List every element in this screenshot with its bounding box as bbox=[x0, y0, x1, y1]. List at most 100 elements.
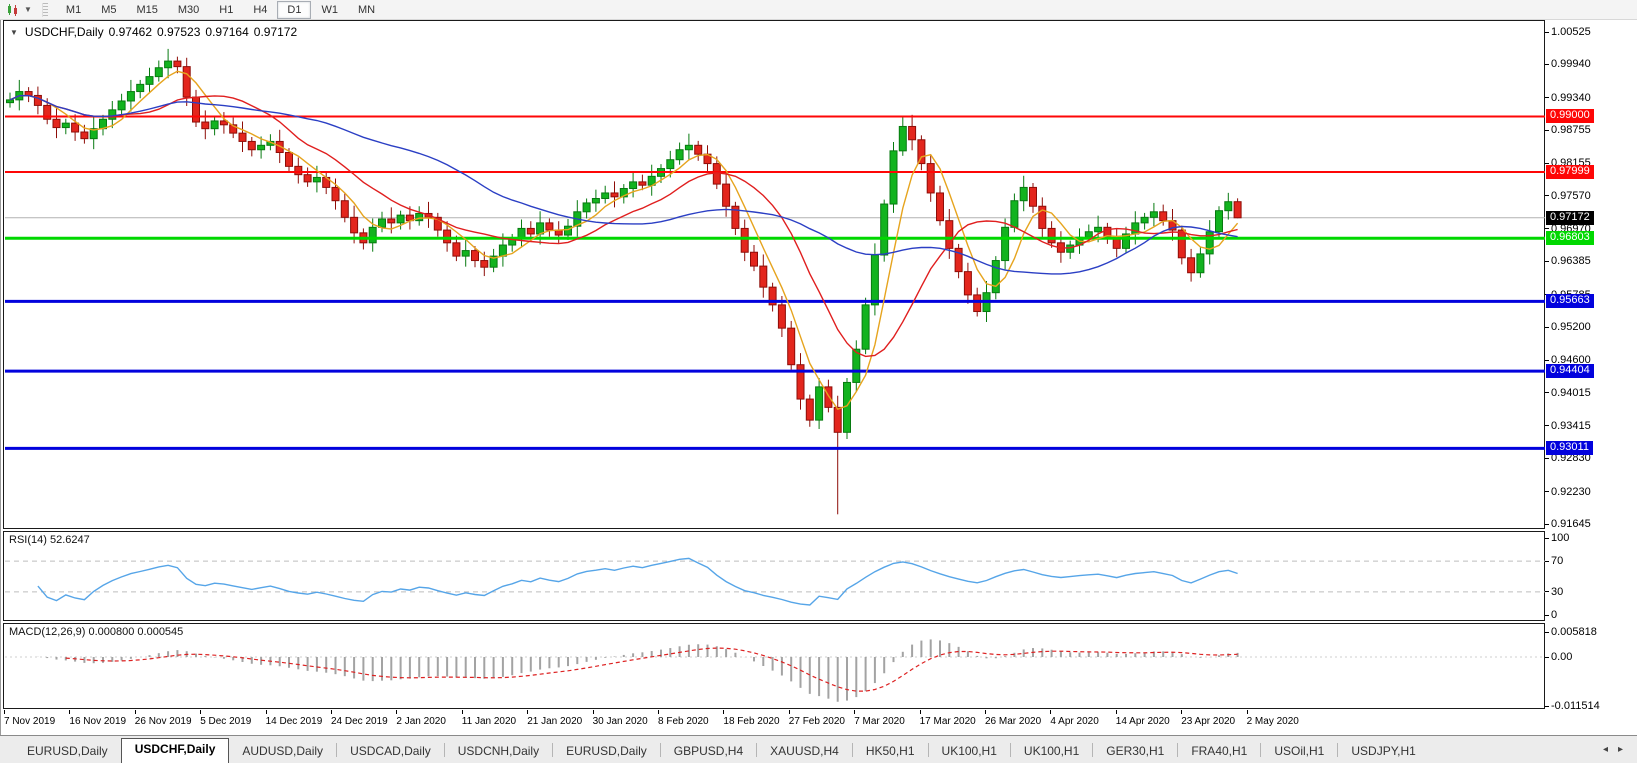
candle-body bbox=[247, 140, 256, 151]
macd-tick-label: 0.005818 bbox=[1551, 626, 1597, 638]
candle-body bbox=[582, 202, 591, 213]
ohlc-high: 0.97523 bbox=[157, 25, 201, 39]
timeframe-button-m5[interactable]: M5 bbox=[101, 3, 117, 16]
candle-body bbox=[926, 163, 935, 194]
timeframe-button-d1[interactable]: D1 bbox=[277, 0, 312, 19]
candle-body bbox=[201, 121, 210, 130]
date-tick-mark bbox=[527, 710, 529, 714]
candle-body bbox=[294, 165, 303, 176]
candle-body bbox=[564, 225, 572, 236]
tab-audusd-daily[interactable]: AUDUSD,Daily bbox=[242, 744, 324, 758]
collapse-icon[interactable]: ▼ bbox=[10, 27, 18, 37]
timeframe-button-w1[interactable]: W1 bbox=[321, 3, 338, 16]
level-price-badge: 0.94404 bbox=[1546, 364, 1594, 379]
candle-body bbox=[378, 218, 386, 228]
timeframe-button-mn[interactable]: MN bbox=[357, 3, 376, 16]
candle-body bbox=[545, 222, 554, 231]
ohlc-close: 0.97172 bbox=[253, 25, 298, 39]
candle-body bbox=[973, 294, 982, 313]
tab-fra40-h1[interactable]: FRA40,H1 bbox=[1191, 744, 1248, 758]
tab-ger30-h1[interactable]: GER30,H1 bbox=[1106, 744, 1165, 758]
tab-usoil-h1[interactable]: USOil,H1 bbox=[1274, 744, 1325, 758]
ohlc-open: 0.97462 bbox=[108, 25, 152, 39]
rsi-tick-label: 100 bbox=[1551, 532, 1570, 544]
price-tick-label: 0.94600 bbox=[1551, 354, 1591, 367]
candle-body bbox=[471, 250, 479, 262]
price-tick-mark bbox=[1545, 162, 1549, 164]
tab-gbpusd-h4[interactable]: GBPUSD,H4 bbox=[673, 744, 744, 758]
tab-usdchf-daily[interactable]: USDCHF,Daily bbox=[120, 738, 230, 763]
candle-body bbox=[666, 159, 675, 170]
candle-body bbox=[350, 216, 359, 234]
timeframe-button-h4[interactable]: H4 bbox=[253, 3, 268, 16]
timeframe-button-m15[interactable]: M15 bbox=[136, 3, 158, 16]
candle-body bbox=[368, 226, 377, 244]
candle-body bbox=[80, 131, 89, 140]
rsi-tick-mark bbox=[1545, 591, 1549, 593]
candle-body bbox=[722, 183, 731, 207]
candle-body bbox=[889, 150, 898, 205]
date-tick-mark bbox=[1115, 710, 1117, 714]
rsi-tick-mark bbox=[1545, 537, 1549, 539]
candle-body bbox=[257, 144, 266, 151]
timeframe-button-m1[interactable]: M1 bbox=[65, 3, 82, 16]
candle-body bbox=[1233, 201, 1242, 219]
chevron-down-icon[interactable]: ▼ bbox=[24, 5, 32, 14]
price-tick-label: 0.99340 bbox=[1551, 91, 1591, 104]
main-chart-panel[interactable] bbox=[3, 20, 1545, 529]
tab-usdcad-daily[interactable]: USDCAD,Daily bbox=[350, 744, 431, 758]
candle-body bbox=[61, 122, 70, 129]
date-label: 7 Mar 2020 bbox=[854, 716, 905, 727]
chart-cursor-button[interactable]: ▼ bbox=[0, 0, 36, 19]
candle-body bbox=[750, 251, 758, 267]
tab-uk100-h1[interactable]: UK100,H1 bbox=[1023, 744, 1080, 758]
candle-body bbox=[312, 176, 321, 183]
date-label: 18 Feb 2020 bbox=[723, 716, 780, 727]
candle-body bbox=[1177, 229, 1186, 259]
timeframe-button-m30[interactable]: M30 bbox=[177, 3, 200, 16]
tab-xauusd-h4[interactable]: XAUUSD,H4 bbox=[770, 744, 839, 758]
tab-eurusd-daily[interactable]: EURUSD,Daily bbox=[27, 744, 108, 758]
tab-usdjpy-h1[interactable]: USDJPY,H1 bbox=[1351, 744, 1416, 758]
candle-body bbox=[219, 120, 228, 126]
tab-items: EURUSD,Daily USDCHF,Daily AUDUSD,Daily USDC… bbox=[14, 738, 1429, 763]
tab-usdcnh-daily[interactable]: USDCNH,Daily bbox=[457, 744, 540, 758]
candle-body bbox=[908, 125, 917, 141]
candle-body bbox=[52, 118, 61, 129]
date-label: 30 Jan 2020 bbox=[592, 716, 648, 727]
candle-body bbox=[126, 91, 135, 102]
candle-body bbox=[238, 132, 247, 142]
price-tick-label: 1.00525 bbox=[1551, 26, 1591, 38]
candle-body bbox=[1066, 244, 1075, 253]
candle-body bbox=[1149, 211, 1158, 218]
price-tick-label: 0.91645 bbox=[1551, 518, 1591, 530]
candle-body bbox=[443, 229, 452, 244]
candle-body bbox=[1140, 216, 1149, 224]
tab-hk50-h1[interactable]: HK50,H1 bbox=[865, 744, 915, 758]
tab-scroll-left-icon[interactable]: ◂ bbox=[1602, 744, 1608, 755]
date-label: 26 Mar 2020 bbox=[985, 716, 1042, 727]
date-tick-mark bbox=[4, 710, 5, 714]
rsi-tick-label: 0 bbox=[1551, 609, 1558, 621]
candle-body bbox=[1122, 233, 1130, 249]
candle-body bbox=[861, 304, 870, 350]
tab-separator bbox=[443, 743, 445, 757]
date-label: 24 Dec 2019 bbox=[331, 716, 388, 727]
candle-body bbox=[526, 227, 535, 235]
toolbar-grip[interactable] bbox=[41, 2, 48, 17]
tab-uk100-h1[interactable]: UK100,H1 bbox=[941, 744, 997, 758]
date-tick-mark bbox=[919, 710, 921, 714]
macd-tick-mark bbox=[1545, 705, 1549, 707]
macd-indicator-panel[interactable] bbox=[3, 623, 1545, 709]
price-tick-mark bbox=[1545, 228, 1549, 230]
tab-eurusd-daily[interactable]: EURUSD,Daily bbox=[566, 744, 647, 758]
tab-scroll-right-icon[interactable]: ▸ bbox=[1617, 744, 1623, 755]
ohlc-low: 0.97164 bbox=[205, 25, 249, 39]
level-price-badge: 0.93011 bbox=[1546, 441, 1593, 456]
date-label: 27 Feb 2020 bbox=[788, 716, 845, 727]
rsi-indicator-panel[interactable] bbox=[3, 531, 1545, 621]
timeframe-button-h1[interactable]: H1 bbox=[219, 3, 234, 16]
price-tick-mark bbox=[1545, 491, 1549, 493]
current-price-badge: 0.97172 bbox=[1546, 210, 1594, 225]
